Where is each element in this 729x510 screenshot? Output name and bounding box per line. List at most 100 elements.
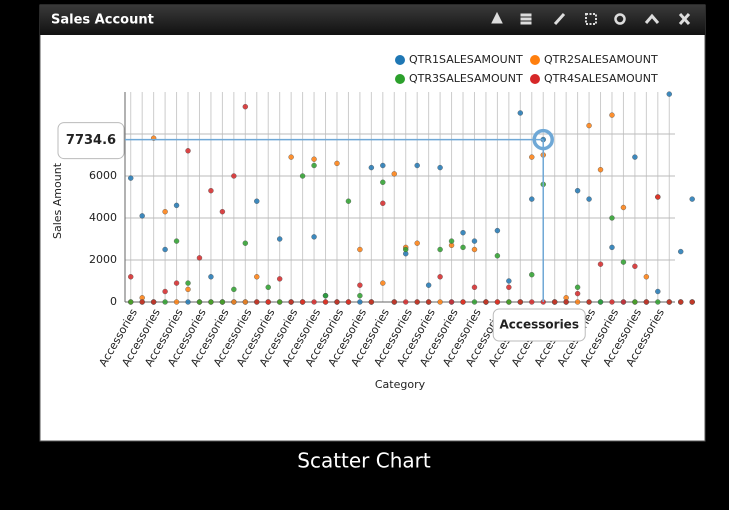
point bbox=[162, 246, 168, 253]
point bbox=[529, 272, 535, 278]
point bbox=[196, 255, 203, 261]
menu-icon[interactable] bbox=[520, 13, 532, 17]
point bbox=[574, 187, 581, 194]
point bbox=[471, 238, 478, 244]
legend-swatch bbox=[530, 74, 540, 84]
x-tooltip bbox=[492, 308, 586, 342]
point bbox=[414, 162, 420, 169]
point bbox=[609, 299, 615, 305]
point bbox=[288, 154, 294, 160]
panel bbox=[39, 4, 706, 442]
point bbox=[357, 246, 363, 253]
point bbox=[529, 299, 535, 305]
point bbox=[506, 278, 512, 284]
point bbox=[471, 299, 478, 305]
point bbox=[276, 276, 283, 282]
point bbox=[632, 263, 638, 269]
point bbox=[299, 299, 306, 305]
y-tick-label: 2000 bbox=[89, 253, 117, 266]
point bbox=[414, 240, 420, 246]
point bbox=[162, 288, 168, 295]
legend-label: QTR2SALESAMOUNT bbox=[544, 53, 658, 66]
point bbox=[139, 213, 145, 219]
point bbox=[666, 299, 672, 305]
point bbox=[460, 299, 466, 305]
point bbox=[460, 229, 466, 236]
legend-label: QTR3SALESAMOUNT bbox=[409, 72, 523, 85]
point bbox=[563, 299, 569, 305]
point bbox=[666, 91, 672, 97]
point bbox=[128, 299, 134, 305]
point bbox=[299, 173, 306, 179]
refresh-icon[interactable] bbox=[614, 13, 626, 25]
point bbox=[391, 171, 397, 177]
point bbox=[265, 299, 271, 305]
grid-icon[interactable] bbox=[585, 13, 597, 25]
point bbox=[357, 293, 363, 299]
y-axis-label: Sales Amount bbox=[51, 162, 64, 239]
point bbox=[597, 261, 604, 267]
point bbox=[322, 299, 329, 305]
point bbox=[586, 196, 592, 202]
x-tooltip-text: Accessories bbox=[499, 318, 579, 332]
point bbox=[334, 160, 340, 167]
point bbox=[391, 299, 397, 305]
point bbox=[276, 236, 283, 242]
point bbox=[380, 162, 386, 169]
header-icons[interactable] bbox=[491, 11, 691, 26]
point bbox=[265, 284, 271, 290]
point bbox=[311, 156, 317, 162]
point bbox=[620, 299, 627, 305]
point bbox=[380, 200, 386, 207]
point bbox=[357, 282, 363, 288]
point bbox=[128, 274, 134, 280]
point bbox=[334, 299, 340, 305]
point bbox=[437, 299, 443, 305]
point bbox=[414, 299, 420, 305]
caption: Scatter Chart bbox=[297, 449, 431, 473]
point bbox=[242, 240, 249, 246]
point bbox=[173, 238, 180, 244]
point bbox=[678, 299, 684, 305]
point bbox=[196, 299, 203, 305]
panel-title: Sales Account bbox=[51, 13, 154, 28]
point bbox=[425, 299, 432, 305]
alert-icon[interactable] bbox=[491, 11, 503, 24]
collapse-icon[interactable] bbox=[644, 13, 660, 24]
point bbox=[231, 299, 237, 305]
point bbox=[322, 293, 329, 299]
point bbox=[437, 246, 443, 253]
point bbox=[483, 299, 489, 305]
point bbox=[231, 173, 237, 179]
point bbox=[208, 274, 214, 280]
point bbox=[288, 299, 294, 305]
point bbox=[632, 299, 638, 305]
point bbox=[345, 299, 352, 305]
y-tooltip-text: 7734.6 bbox=[66, 133, 116, 148]
point bbox=[597, 166, 604, 173]
point bbox=[609, 112, 615, 118]
point bbox=[173, 202, 180, 209]
point bbox=[150, 299, 157, 305]
point bbox=[460, 244, 466, 251]
point bbox=[574, 284, 581, 290]
point bbox=[597, 299, 604, 305]
point bbox=[517, 110, 524, 116]
edit-icon[interactable] bbox=[553, 12, 566, 26]
point bbox=[471, 246, 478, 253]
legend-swatch bbox=[395, 74, 405, 84]
point bbox=[506, 284, 512, 290]
y-tick-label: 4000 bbox=[89, 211, 117, 224]
legend-swatch bbox=[530, 55, 540, 65]
point bbox=[311, 299, 317, 305]
point bbox=[655, 194, 661, 200]
close-icon[interactable] bbox=[678, 12, 691, 26]
point bbox=[609, 215, 615, 221]
point bbox=[574, 290, 581, 297]
point bbox=[551, 299, 558, 305]
point bbox=[529, 154, 535, 160]
point bbox=[185, 280, 191, 286]
legend-swatch bbox=[395, 55, 405, 65]
point bbox=[643, 274, 650, 280]
